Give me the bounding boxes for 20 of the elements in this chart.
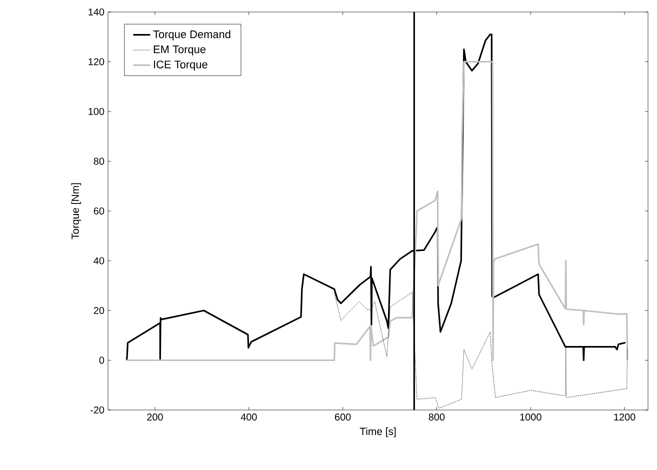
y-tick-label: 120 <box>88 58 104 66</box>
x-tick-label: 600 <box>334 414 351 421</box>
x-tick-label: 200 <box>147 414 163 421</box>
legend-label: EM Torque <box>154 46 206 56</box>
y-tick-label: -20 <box>90 406 104 414</box>
y-tick-label: 100 <box>88 108 104 116</box>
y-tick-label: 20 <box>94 306 104 314</box>
x-tick-label: 1000 <box>520 414 542 421</box>
legend-label: ICE Torque <box>154 60 208 70</box>
x-tick-label: 800 <box>428 414 445 421</box>
y-axis-title: Torque [Nm] <box>71 183 82 240</box>
y-tick-label: 80 <box>94 158 104 165</box>
y-tick-label: 0 <box>99 356 104 364</box>
x-tick-label: 400 <box>240 414 257 421</box>
y-tick-label: 60 <box>94 207 104 215</box>
y-tick-label: 140 <box>88 8 104 16</box>
legend-label: Torque Demand <box>153 30 230 40</box>
y-tick-label: 40 <box>94 257 104 264</box>
x-tick-label: 1200 <box>614 414 636 421</box>
x-axis-title: Time [s] <box>360 427 396 438</box>
